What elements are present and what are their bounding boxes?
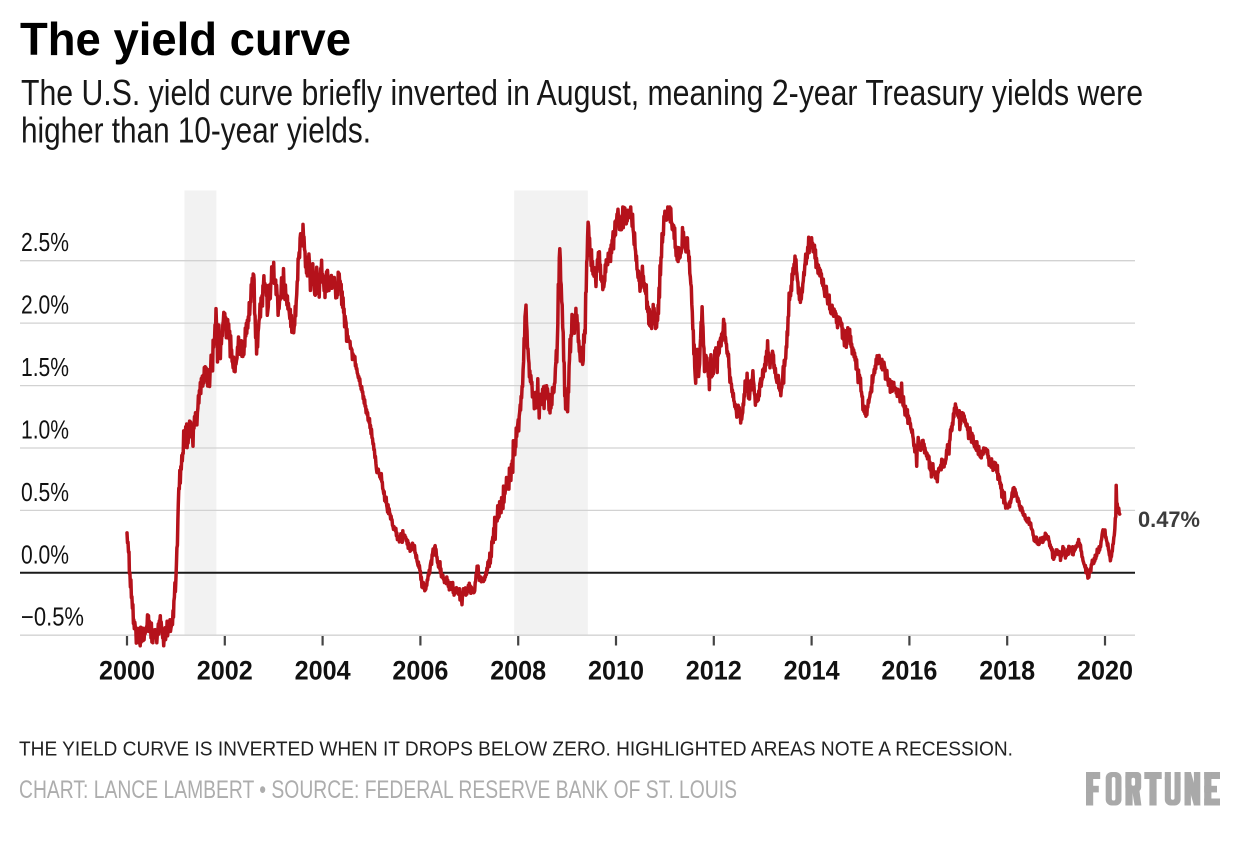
- svg-text:The U.S. yield curve briefly i: The U.S. yield curve briefly inverted in…: [21, 72, 1143, 113]
- svg-text:THE YIELD CURVE IS INVERTED WH: THE YIELD CURVE IS INVERTED WHEN IT DROP…: [19, 739, 1013, 761]
- svg-text:2010: 2010: [588, 656, 644, 686]
- svg-text:2004: 2004: [295, 656, 351, 686]
- svg-text:2018: 2018: [979, 656, 1035, 686]
- svg-text:2000: 2000: [99, 656, 155, 686]
- svg-text:2014: 2014: [784, 656, 840, 686]
- svg-text:The yield curve: The yield curve: [20, 13, 351, 65]
- svg-text:2.5%: 2.5%: [21, 229, 69, 257]
- svg-text:2020: 2020: [1077, 656, 1133, 686]
- svg-text:CHART: LANCE LAMBERT • SOURCE:: CHART: LANCE LAMBERT • SOURCE: FEDERAL R…: [19, 776, 737, 804]
- svg-text:1.5%: 1.5%: [21, 354, 69, 382]
- svg-text:0.0%: 0.0%: [21, 541, 69, 569]
- svg-text:0.47%: 0.47%: [1138, 507, 1200, 532]
- svg-text:2016: 2016: [881, 656, 937, 686]
- svg-text:0.5%: 0.5%: [21, 479, 69, 507]
- svg-text:1.0%: 1.0%: [21, 417, 69, 445]
- svg-text:2006: 2006: [392, 656, 448, 686]
- svg-text:2008: 2008: [490, 656, 546, 686]
- svg-text:2002: 2002: [197, 656, 253, 686]
- svg-text:2012: 2012: [686, 656, 742, 686]
- svg-text:2.0%: 2.0%: [21, 292, 69, 320]
- svg-text:−0.5%: −0.5%: [21, 604, 84, 632]
- svg-text:higher than 10-year yields.: higher than 10-year yields.: [21, 109, 371, 150]
